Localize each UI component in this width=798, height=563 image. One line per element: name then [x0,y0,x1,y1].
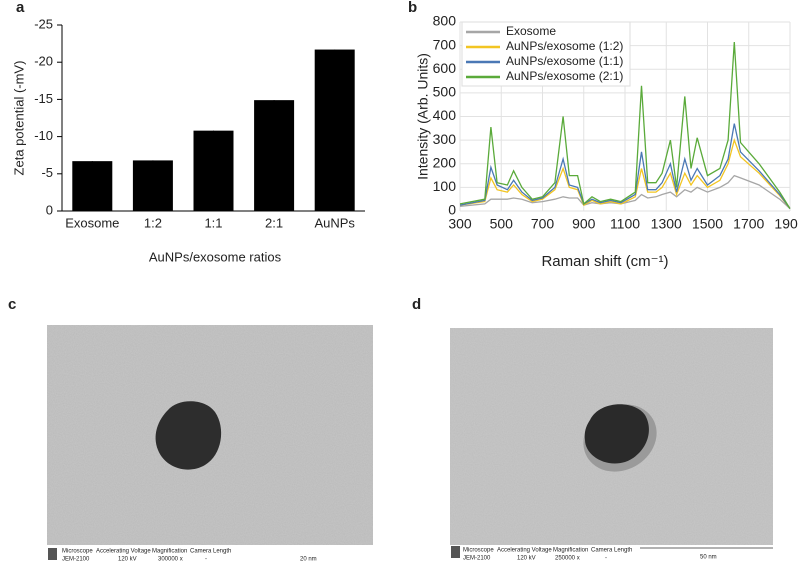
series-line [459,42,791,209]
x-tick-label: 1700 [733,216,764,232]
footer-text: Magnification [152,549,187,555]
tem-image-d [450,328,773,563]
x-tick-label: 1500 [692,216,723,232]
footer-text: Microscope [62,549,93,555]
y-tick-label: -25 [34,16,53,31]
y-tick-label: 100 [433,178,457,194]
x-tick-label: 300 [448,216,472,232]
y-tick-label: 700 [433,36,457,52]
legend-label: AuNPs/exosome (1:1) [506,54,623,68]
y-tick-label: 800 [433,13,457,29]
y-tick-label: 300 [433,131,457,147]
bar [72,161,113,211]
footer-text: 250000 x [555,556,580,562]
series-line [459,123,791,209]
x-tick-label: 700 [531,216,555,232]
series-line [459,174,791,210]
footer-text: 20 nm [300,557,317,563]
y-tick-label: -15 [34,91,53,106]
panel-label: c [8,296,16,313]
footer-text: 120 kV [118,557,137,563]
y-tick-label: 200 [433,154,457,170]
y-tick-label: 600 [433,60,457,76]
legend-label: Exosome [506,24,556,38]
legend-label: AuNPs/exosome (1:2) [506,39,623,53]
y-axis-label: Intensity (Arb. Units) [415,53,431,180]
x-axis-label: Raman shift (cm⁻¹) [541,253,668,270]
panel-label: b [408,0,417,16]
y-tick-label: 0 [448,202,456,218]
x-tick-label: 500 [490,216,514,232]
y-tick-label: 0 [46,202,53,217]
footer-text: Magnification [553,548,588,554]
x-tick-label: AuNPs [314,215,355,230]
y-axis-label: Zeta potential (-mV) [11,61,26,176]
y-tick-label: 500 [433,84,457,100]
footer-text: Accelerating Voltage [497,548,552,554]
x-tick-label: 1:1 [204,215,222,230]
x-tick-label: 1100 [610,216,640,232]
footer-text: Camera Length [190,549,231,555]
footer-text: 300000 x [158,557,183,563]
x-axis-label: AuNPs/exosome ratios [149,249,282,264]
footer-text: Microscope [463,548,494,554]
bar [254,100,295,211]
panel-label: a [16,0,25,16]
footer-text: JEM-2100 [463,556,491,562]
footer-text: 50 nm [700,555,717,561]
y-tick-label: 400 [433,107,457,123]
footer-text: Camera Length [591,548,632,554]
series-line [459,137,791,210]
y-tick-label: -5 [41,165,53,180]
x-tick-label: 1300 [651,216,682,232]
x-tick-label: 1900 [774,216,798,232]
footer-text: - [605,556,607,562]
footer-text: Accelerating Voltage [96,549,151,555]
x-tick-label: 1:2 [144,215,162,230]
footer-text: JEM-2100 [62,557,90,563]
bar [193,130,234,211]
bar [314,49,355,211]
x-tick-label: Exosome [65,215,119,230]
x-tick-label: 900 [572,216,596,232]
footer-text: 120 kV [517,556,536,562]
tem-image-c [47,325,373,563]
x-tick-label: 2:1 [265,215,283,230]
y-tick-label: -20 [34,54,53,69]
y-tick-label: -10 [34,128,53,143]
legend-label: AuNPs/exosome (2:1) [506,69,623,83]
bar [132,160,173,211]
panel-label: d [412,296,421,313]
footer-text: - [205,557,207,563]
